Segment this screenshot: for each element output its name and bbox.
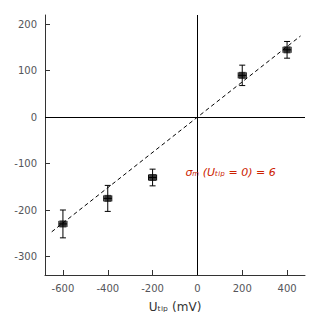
- svg-text:0: 0: [194, 283, 200, 294]
- svg-text:-400: -400: [96, 283, 119, 294]
- svg-text:200: 200: [233, 283, 252, 294]
- svg-text:-200: -200: [141, 283, 164, 294]
- svg-text:-200: -200: [14, 205, 37, 216]
- svg-text:Uₜᵢₚ (mV): Uₜᵢₚ (mV): [149, 300, 202, 314]
- svg-text:-100: -100: [14, 158, 37, 169]
- svg-text:-600: -600: [52, 283, 75, 294]
- svg-text:σₘ (Uₜᵢₚ = 0) = 6: σₘ (Uₜᵢₚ = 0) = 6: [185, 166, 275, 179]
- svg-text:100: 100: [18, 65, 37, 76]
- svg-text:-300: -300: [14, 251, 37, 262]
- svg-text:200: 200: [18, 19, 37, 30]
- svg-text:400: 400: [278, 283, 297, 294]
- svg-text:0: 0: [31, 112, 37, 123]
